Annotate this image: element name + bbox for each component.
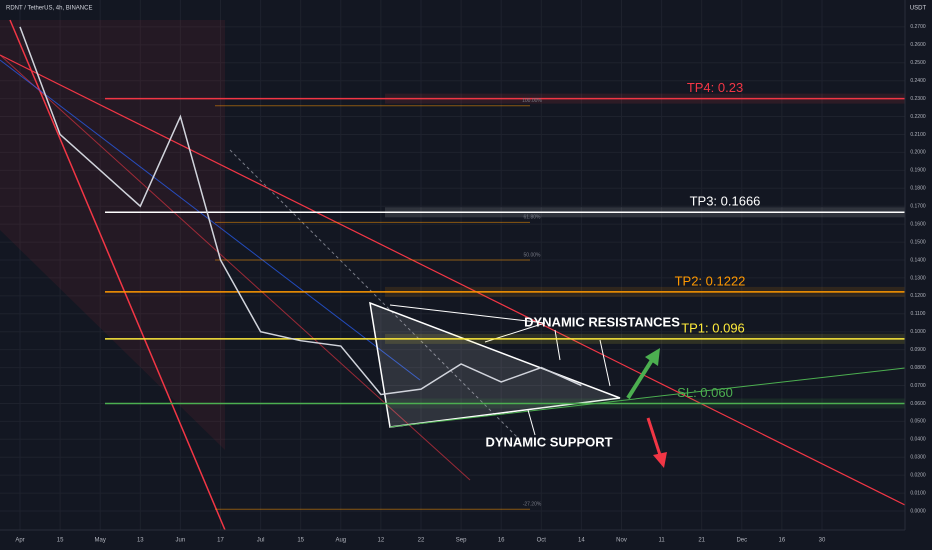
x-tick-label: May	[95, 538, 106, 544]
x-tick-label: 17	[217, 538, 224, 544]
y-tick-label: 0.1700	[910, 204, 926, 210]
y-tick-label: 0.0900	[910, 347, 926, 353]
y-tick-label: 0.1000	[910, 329, 926, 335]
x-tick-label: 21	[698, 538, 705, 544]
pointer-lines	[389, 304, 611, 387]
y-tick-label: 0.2200	[910, 114, 926, 120]
price-axis	[905, 0, 932, 550]
level-label: TP3: 0.1666	[690, 194, 761, 209]
x-tick-label: Oct	[537, 538, 547, 544]
level-label: TP2: 0.1222	[675, 273, 746, 288]
trend-line	[229, 149, 521, 441]
axis-unit: USDT	[910, 6, 927, 12]
x-tick-label: 13	[137, 538, 144, 544]
y-tick-label: 0.1500	[910, 239, 926, 245]
y-tick-label: 0.1600	[910, 221, 926, 227]
y-tick-label: 0.0300	[910, 455, 926, 461]
channel-line	[0, 54, 471, 481]
pointer-lines	[527, 409, 536, 436]
y-tick-label: 0.2300	[910, 96, 926, 102]
arrow-down	[646, 417, 662, 456]
x-tick-label: 14	[578, 538, 585, 544]
chart-title: RDNT / TetherUS, 4h, BINANCE	[6, 6, 92, 12]
channel-line	[9, 19, 226, 531]
y-tick-label: 0.1300	[910, 275, 926, 281]
x-tick-label: 15	[297, 538, 304, 544]
y-tick-label: 0.0200	[910, 473, 926, 479]
fib-label: 100.00%	[522, 98, 542, 104]
x-tick-label: Jun	[176, 538, 186, 544]
y-tick-label: 0.2000	[910, 150, 926, 156]
y-tick-label: 0.2500	[910, 60, 926, 66]
support-extension	[389, 367, 906, 428]
fib-label: 50.00%	[524, 252, 542, 258]
trend-line	[0, 54, 906, 506]
price-line	[19, 26, 582, 396]
arrow-up	[626, 358, 654, 400]
y-tick-label: 0.1900	[910, 168, 926, 174]
x-tick-label: Sep	[456, 538, 467, 544]
x-tick-label: Nov	[616, 538, 627, 544]
y-tick-label: 0.0400	[910, 437, 926, 443]
annotation: DYNAMIC RESISTANCES	[524, 314, 680, 329]
y-tick-label: 0.0500	[910, 419, 926, 425]
y-tick-label: 0.0600	[910, 401, 926, 407]
channel-fill	[0, 20, 225, 450]
y-tick-label: 0.1800	[910, 186, 926, 192]
level-label: TP4: 0.23	[687, 80, 743, 95]
level-label: SL: 0.060	[677, 385, 733, 400]
y-tick-label: 0.0700	[910, 383, 926, 389]
y-tick-label: 0.2400	[910, 78, 926, 84]
x-tick-label: 22	[418, 538, 425, 544]
annotation: DYNAMIC SUPPORT	[485, 434, 612, 449]
grid	[0, 0, 905, 530]
y-tick-label: 0.1400	[910, 257, 926, 263]
y-tick-label: 0.0800	[910, 365, 926, 371]
y-tick-label: 0.2100	[910, 132, 926, 138]
triangle-pattern	[369, 301, 621, 428]
axes: 0.0000 0.0100 0.0200 0.0300 0.0400 0.0500 0.06…	[15, 24, 926, 543]
level-label: TP1: 0.096	[681, 320, 745, 335]
plot	[19, 26, 582, 396]
fib-label: -27.20%	[523, 502, 542, 508]
y-tick-label: 0.2700	[910, 24, 926, 30]
fib-label: 61.80%	[524, 215, 542, 221]
y-tick-label: 0.0000	[910, 508, 926, 514]
y-tick-label: 0.0100	[910, 490, 926, 496]
x-tick-label: Jul	[257, 538, 265, 544]
arrow-down-head	[653, 452, 667, 468]
y-tick-label: 0.2600	[910, 42, 926, 48]
x-tick-label: 15	[57, 538, 64, 544]
x-tick-label: 16	[779, 538, 786, 544]
y-tick-label: 0.1200	[910, 293, 926, 299]
x-tick-label: 16	[498, 538, 505, 544]
x-tick-label: 11	[658, 538, 665, 544]
arrow-up-head	[645, 348, 660, 366]
y-tick-label: 0.1100	[911, 311, 926, 317]
x-tick-label: 12	[378, 538, 385, 544]
x-tick-label: Aug	[335, 538, 346, 544]
x-tick-label: 30	[819, 538, 826, 544]
x-tick-label: Apr	[15, 538, 24, 544]
x-tick-label: Dec	[736, 538, 747, 544]
